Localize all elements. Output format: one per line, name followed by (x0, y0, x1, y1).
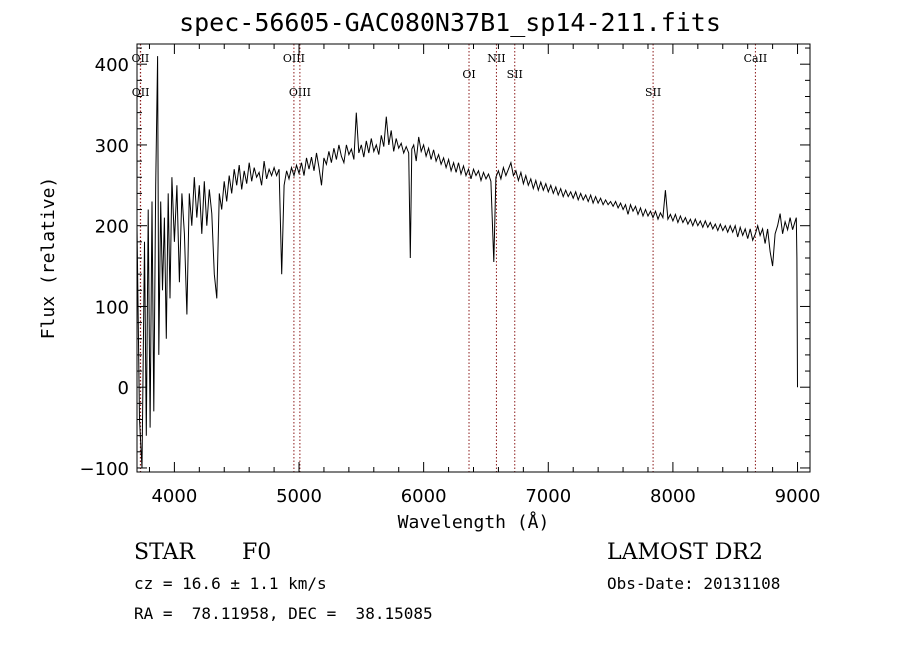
spectral-line-label: OII (132, 86, 150, 99)
y-axis-label: Flux (relative) (38, 177, 59, 340)
y-tick-label: 400 (95, 55, 129, 76)
y-tick-label: −100 (80, 459, 129, 480)
y-tick-label: 200 (95, 217, 129, 238)
spectral-line-label: OIII (283, 52, 305, 65)
object-subclass: F0 (242, 540, 272, 565)
x-tick-label: 7000 (525, 486, 571, 507)
spectrum-line (136, 56, 798, 469)
x-tick-label: 6000 (401, 486, 447, 507)
redshift-cz: cz = 16.6 ± 1.1 km/s (134, 574, 327, 593)
y-tick-label: 300 (95, 136, 129, 157)
x-tick-label: 4000 (151, 486, 197, 507)
y-tick-label: 100 (95, 297, 129, 318)
spectral-line-label: SII (507, 68, 523, 81)
axes: 4000 5000 6000 7000 8000 9000 −100 0 100 200 300 40… (80, 44, 821, 507)
x-tick-label: 9000 (775, 486, 821, 507)
spectral-line-label: NII (487, 52, 505, 65)
object-class: STAR (134, 540, 195, 565)
spectral-line-label: OI (462, 68, 475, 81)
spectral-line-label: SII (645, 86, 661, 99)
spectral-line-label: CaII (744, 52, 768, 65)
plot-frame (136, 43, 811, 473)
x-axis-label: Wavelength (Å) (398, 511, 550, 533)
y-tick-label: 0 (118, 378, 129, 399)
x-tick-label: 5000 (276, 486, 322, 507)
chart-title: spec-56605-GAC080N37B1_sp14-211.fits (179, 8, 721, 37)
survey-name: LAMOST DR2 (607, 540, 763, 565)
spectral-line-label: OIII (289, 86, 311, 99)
coordinates: RA = 78.11958, DEC = 38.15085 (134, 604, 433, 623)
observation-date: Obs-Date: 20131108 (607, 574, 781, 593)
x-tick-label: 8000 (650, 486, 696, 507)
